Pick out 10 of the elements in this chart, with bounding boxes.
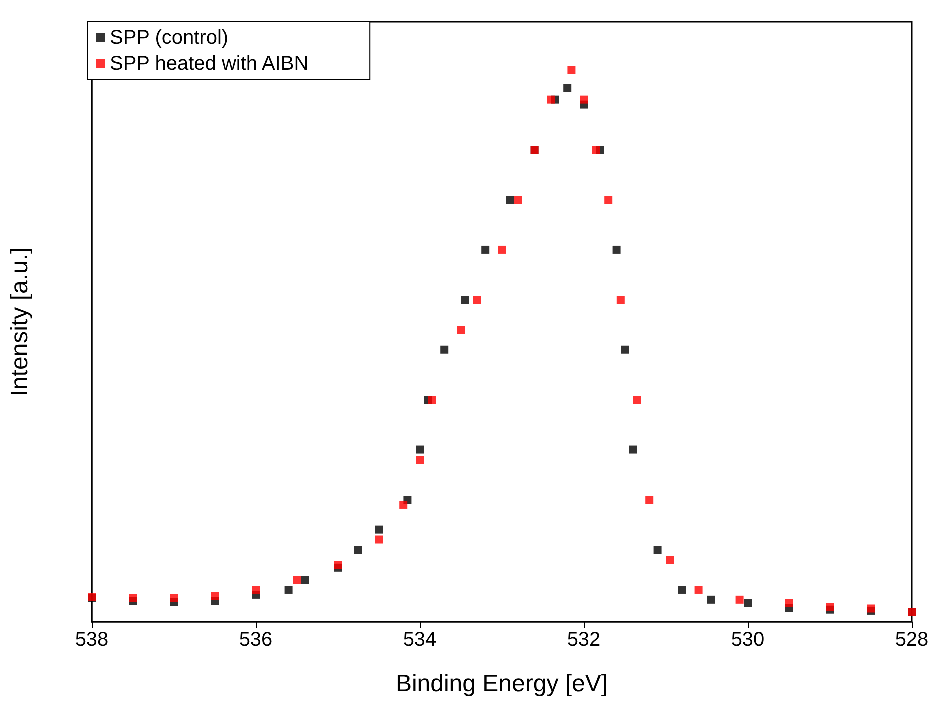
x-tick-label: 530 [731, 629, 765, 651]
legend-label: SPP heated with AIBN [110, 53, 309, 75]
y-axis-title: Intensity [a.u.] [6, 247, 34, 397]
legend-label: SPP (control) [110, 27, 229, 49]
x-tick-label: 532 [567, 629, 601, 651]
x-tick-label: 536 [239, 629, 273, 651]
x-tick-label: 534 [403, 629, 437, 651]
x-axis-title: Binding Energy [eV] [396, 670, 608, 698]
x-tick-label: 528 [895, 629, 929, 651]
x-tick-label: 538 [75, 629, 109, 651]
